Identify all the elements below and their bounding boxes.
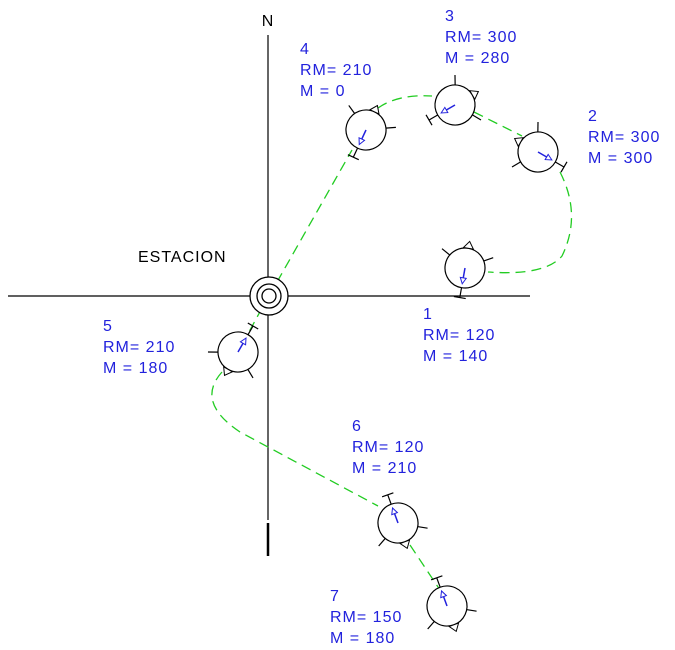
- instrument-symbol: [441, 240, 494, 300]
- node-m: M = 180: [103, 360, 168, 377]
- node-rm: RM= 300: [445, 29, 517, 46]
- instrument-symbol: [511, 121, 568, 173]
- symbol-tick: [428, 114, 438, 121]
- symbol-triangle: [223, 365, 234, 377]
- node-id: 7: [330, 588, 340, 605]
- symbol-tick: [466, 608, 477, 612]
- symbol-tick: [348, 105, 356, 115]
- symbol-tick: [425, 114, 433, 126]
- symbol-tick: [247, 322, 259, 330]
- node-rm: RM= 210: [300, 62, 372, 79]
- symbol-tick: [427, 620, 435, 630]
- symbol-arrow: [391, 506, 399, 516]
- node-rm: RM= 120: [423, 327, 495, 344]
- node-id: 4: [300, 41, 310, 58]
- node-m: M = 140: [423, 348, 488, 365]
- symbol-tick: [207, 351, 219, 353]
- symbol-tick: [387, 494, 392, 505]
- symbol-tick: [378, 537, 386, 547]
- symbol-triangle: [399, 539, 411, 550]
- instrument-symbol: [426, 575, 477, 633]
- symbol-tick: [453, 295, 466, 300]
- node-m: M = 300: [588, 150, 653, 167]
- symbol-triangle: [368, 104, 380, 115]
- symbol-tick: [247, 368, 254, 379]
- symbol-tick: [560, 161, 568, 173]
- symbol-tick: [381, 492, 394, 498]
- node-m: M = 180: [330, 630, 395, 647]
- symbol-tick: [471, 114, 482, 121]
- node-m: M = 280: [445, 50, 510, 67]
- symbol-triangle: [513, 137, 525, 148]
- node-rm: RM= 300: [588, 129, 660, 146]
- instrument-symbol: [377, 492, 428, 550]
- node-rm: RM= 120: [352, 439, 424, 456]
- node-id: 1: [423, 306, 433, 323]
- symbol-tick: [454, 74, 456, 86]
- north-label: N: [262, 13, 275, 30]
- symbol-tick: [352, 147, 359, 158]
- symbol-triangle: [448, 622, 460, 633]
- symbol-tick: [347, 154, 360, 161]
- node-id: 3: [445, 8, 455, 25]
- node-id: 2: [588, 108, 598, 125]
- symbol-triangle: [468, 90, 480, 101]
- symbol-tick: [483, 257, 494, 262]
- symbol-tick: [385, 126, 396, 129]
- symbol-tick: [459, 287, 463, 298]
- symbol-tick: [247, 325, 254, 335]
- instrument-symbol: [207, 322, 259, 379]
- node-id: 5: [103, 318, 113, 335]
- symbol-arrow: [544, 153, 553, 161]
- station-label: ESTACION: [138, 249, 227, 266]
- instrument-symbol: [345, 104, 396, 161]
- symbol-tick: [511, 161, 522, 168]
- symbol-tick: [417, 525, 428, 529]
- symbol-tick: [436, 577, 441, 588]
- node-id: 6: [352, 418, 362, 435]
- symbol-arrow: [459, 276, 468, 285]
- symbol-arrow: [358, 137, 366, 146]
- node-m: M = 210: [352, 460, 417, 477]
- node-rm: RM= 210: [103, 339, 175, 356]
- symbol-tick: [430, 575, 443, 581]
- symbol-tick: [537, 121, 539, 133]
- node-m: M = 0: [300, 83, 345, 100]
- symbol-tick: [555, 161, 565, 168]
- symbol-arrow: [440, 106, 449, 114]
- station-symbol: [249, 276, 289, 316]
- node-rm: RM= 150: [330, 609, 402, 626]
- symbol-tick: [441, 248, 451, 256]
- symbol-arrow: [440, 589, 448, 599]
- instrument-symbol: [425, 74, 482, 126]
- symbol-arrow: [239, 337, 247, 346]
- symbol-triangle: [462, 240, 475, 250]
